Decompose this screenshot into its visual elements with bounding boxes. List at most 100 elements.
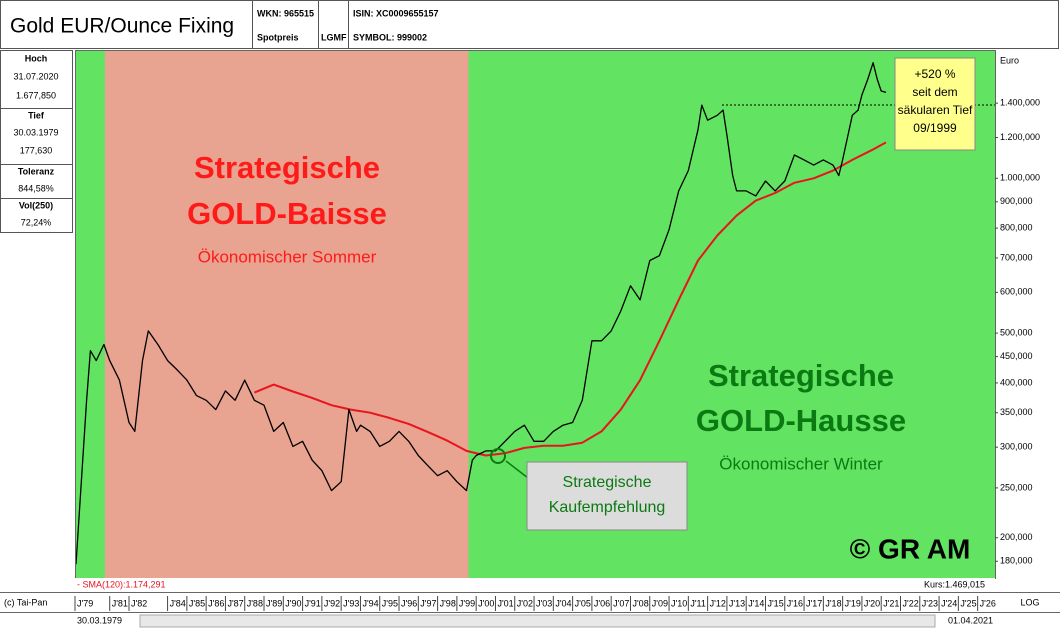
x-tick-label: J'91 bbox=[305, 598, 321, 608]
copyright-tool: (c) Tai-Pan bbox=[4, 597, 47, 607]
wkn: WKN: 965515 bbox=[257, 8, 314, 18]
series-line bbox=[75, 62, 887, 565]
range-end: 01.04.2021 bbox=[948, 615, 993, 625]
annotation: Kaufempfehlung bbox=[549, 499, 666, 516]
annotation: Strategische bbox=[708, 358, 894, 393]
x-tick-label: J'15 bbox=[767, 598, 783, 608]
scale-mode[interactable]: LOG bbox=[1020, 597, 1039, 607]
y-tick-label: 1.000,000 bbox=[1000, 173, 1040, 183]
y-tick-label: 1.400,000 bbox=[1000, 98, 1040, 108]
buy-box bbox=[526, 461, 688, 531]
x-tick-label: J'10 bbox=[671, 598, 687, 608]
y-tick-label: 800,000 bbox=[1000, 222, 1033, 232]
x-tick-label: J'08 bbox=[632, 598, 648, 608]
x-tick-label: J'93 bbox=[343, 598, 359, 608]
range-start: 30.03.1979 bbox=[77, 615, 122, 625]
info-value: 177,630 bbox=[20, 145, 53, 155]
annotation: Strategische bbox=[194, 150, 380, 185]
y-tick-label: 350,000 bbox=[1000, 407, 1033, 417]
y-axis-label: Euro bbox=[1000, 55, 1019, 65]
x-tick-label: J'09 bbox=[652, 598, 668, 608]
symbol: SYMBOL: 999002 bbox=[353, 32, 427, 42]
lgmf-cell bbox=[318, 0, 349, 49]
x-tick-label: J'20 bbox=[864, 598, 880, 608]
x-tick-label: J'81 bbox=[112, 598, 128, 608]
info-value: 72,24% bbox=[21, 217, 52, 227]
x-tick-label: J'85 bbox=[189, 598, 205, 608]
x-tick-label: J'01 bbox=[497, 598, 513, 608]
series-line bbox=[254, 141, 887, 457]
x-tick-label: J'95 bbox=[382, 598, 398, 608]
info-cell bbox=[0, 198, 73, 233]
x-tick-label: J'90 bbox=[285, 598, 301, 608]
annotation: GOLD-Baisse bbox=[187, 196, 387, 231]
plot-area bbox=[75, 50, 995, 578]
annotation: +520 % bbox=[914, 67, 955, 81]
y-tick-label: 700,000 bbox=[1000, 252, 1033, 262]
annotation: säkularen Tief bbox=[898, 103, 973, 117]
annotation: Ökonomischer Sommer bbox=[198, 247, 377, 266]
info-label: Vol(250) bbox=[19, 200, 53, 210]
x-tick-label: J'87 bbox=[227, 598, 243, 608]
title-cell bbox=[0, 0, 253, 49]
x-tick-label: J'25 bbox=[960, 598, 976, 608]
info-value: 30.03.1979 bbox=[13, 127, 58, 137]
annotation: 09/1999 bbox=[913, 121, 957, 135]
x-tick-label: J'05 bbox=[575, 598, 591, 608]
x-tick-label: J'13 bbox=[729, 598, 745, 608]
x-tick-label: J'12 bbox=[710, 598, 726, 608]
annotation: GOLD-Hausse bbox=[696, 403, 906, 438]
x-tick-label: J'06 bbox=[594, 598, 610, 608]
y-tick-label: 200,000 bbox=[1000, 532, 1033, 542]
info-label: Hoch bbox=[25, 53, 48, 63]
x-tick-label: J'17 bbox=[806, 598, 822, 608]
copyright-mark: © GR AM bbox=[850, 533, 971, 564]
x-tick-label: J'88 bbox=[247, 598, 263, 608]
info-label: Tief bbox=[28, 110, 45, 120]
x-tick-label: J'11 bbox=[690, 598, 706, 608]
x-tick-label: J'19 bbox=[845, 598, 861, 608]
y-tick-label: 900,000 bbox=[1000, 196, 1033, 206]
buy-arrow bbox=[505, 460, 529, 479]
price-legend: Kurs:1.469,015 bbox=[924, 579, 985, 589]
x-tick-label: J'79 bbox=[77, 598, 93, 608]
buy-marker bbox=[490, 448, 506, 464]
shaded-region bbox=[104, 50, 469, 578]
info-value: 31.07.2020 bbox=[13, 71, 58, 81]
lgmf: LGMF bbox=[321, 32, 347, 42]
annotation: seit dem bbox=[912, 85, 957, 99]
x-tick-label: J'84 bbox=[170, 598, 186, 608]
y-tick-label: 450,000 bbox=[1000, 351, 1033, 361]
annotation: Ökonomischer Winter bbox=[719, 454, 883, 473]
spot: Spotpreis bbox=[257, 32, 299, 42]
info-value: 1.677,850 bbox=[16, 90, 56, 100]
chart-title: Gold EUR/Ounce Fixing bbox=[10, 15, 234, 38]
isin: ISIN: XC0009655157 bbox=[353, 8, 439, 18]
isin-cell bbox=[348, 0, 1059, 49]
x-tick-label: J'82 bbox=[131, 598, 147, 608]
x-tick-label: J'98 bbox=[440, 598, 456, 608]
x-tick-label: J'86 bbox=[208, 598, 224, 608]
y-tick-label: 250,000 bbox=[1000, 482, 1033, 492]
info-value: 844,58% bbox=[18, 183, 54, 193]
x-tick-label: J'97 bbox=[420, 598, 436, 608]
x-tick-label: J'89 bbox=[266, 598, 282, 608]
x-tick-label: J'94 bbox=[362, 598, 378, 608]
x-tick-label: J'22 bbox=[902, 598, 918, 608]
y-tick-label: 400,000 bbox=[1000, 377, 1033, 387]
sma-legend: - SMA(120):1.174,291 bbox=[77, 579, 166, 589]
x-tick-label: J'96 bbox=[401, 598, 417, 608]
x-tick-label: J'04 bbox=[555, 598, 571, 608]
x-tick-label: J'07 bbox=[613, 598, 629, 608]
info-label: Toleranz bbox=[18, 166, 55, 176]
legend-strip bbox=[75, 578, 995, 592]
y-tick-label: 180,000 bbox=[1000, 556, 1033, 566]
x-tick-label: J'92 bbox=[324, 598, 340, 608]
scrollbar[interactable] bbox=[139, 614, 936, 628]
wkn-cell bbox=[252, 0, 319, 49]
x-tick-label: J'03 bbox=[536, 598, 552, 608]
x-tick-label: J'00 bbox=[478, 598, 494, 608]
gain-box bbox=[894, 57, 976, 151]
x-tick-label: J'23 bbox=[922, 598, 938, 608]
